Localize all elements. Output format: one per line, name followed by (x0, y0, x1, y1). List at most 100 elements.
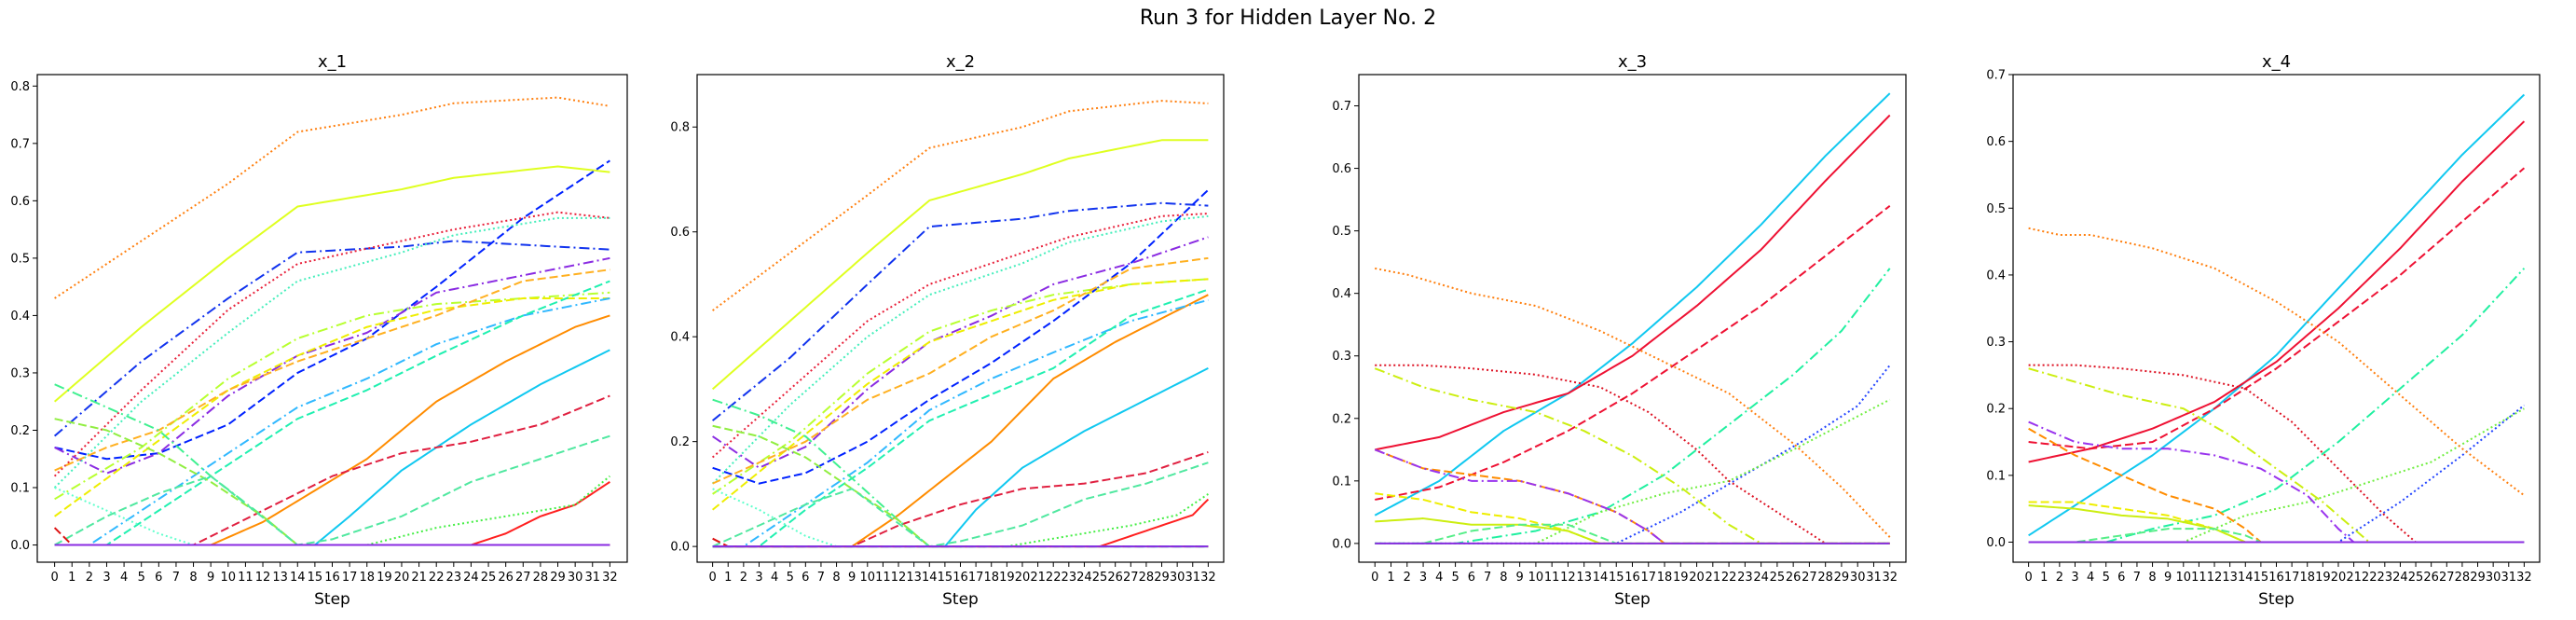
x-tick-label: 30 (2486, 571, 2501, 585)
y-tick-label: 0.5 (1986, 202, 2006, 216)
y-tick-label: 0.2 (670, 435, 690, 449)
x-tick-label: 23 (1062, 571, 1077, 585)
x-tick-label: 9 (1516, 571, 1524, 585)
x-tick-label: 3 (103, 571, 110, 585)
x-tick-label: 15 (1609, 571, 1624, 585)
x-axis-label: Step (942, 590, 979, 609)
y-tick-label: 0.2 (1332, 412, 1351, 426)
y-tick-label: 0.6 (10, 195, 30, 209)
series-line-6 (53, 216, 610, 489)
series-line-3 (2028, 167, 2526, 450)
x-tick-label: 25 (1092, 571, 1108, 585)
x-tick-label: 31 (2501, 571, 2516, 585)
x-tick-label: 16 (2268, 571, 2284, 585)
series-line-9 (2028, 367, 2525, 544)
x-tick-label: 28 (533, 571, 549, 585)
series-line-13 (54, 280, 610, 546)
x-tick-label: 27 (515, 571, 531, 585)
x-tick-label: 26 (498, 571, 514, 585)
x-tick-label: 15 (2254, 571, 2269, 585)
subplot-title: x_4 (2262, 52, 2291, 72)
x-tick-label: 11 (238, 571, 253, 585)
series-line-7 (712, 236, 1209, 469)
series-line-8 (54, 291, 610, 501)
subplot-3: x_30.00.10.20.30.40.50.60.70 1 2 3 4 5 6 7 8 9 10 1… (1332, 52, 1907, 609)
x-tick-label: 21 (2346, 571, 2362, 585)
series-line-7 (54, 256, 610, 475)
y-tick-label: 0.6 (1332, 162, 1351, 176)
y-tick-label: 0.5 (10, 252, 30, 266)
x-tick-label: 10 (860, 571, 876, 585)
series-line-2 (53, 165, 610, 403)
x-tick-label: 12 (1560, 571, 1576, 585)
x-tick-label: 4 (771, 571, 778, 585)
x-tick-label: 23 (446, 571, 462, 585)
series-line-4 (712, 188, 1210, 485)
series-line-9 (711, 278, 1209, 511)
x-tick-label: 7 (1484, 571, 1491, 585)
x-tick-label: 25 (2408, 571, 2424, 585)
y-tick-label: 0.0 (670, 541, 690, 555)
x-tick-label: 27 (1123, 571, 1139, 585)
x-tick-label: 20 (1689, 571, 1705, 585)
x-tick-label: 13 (906, 571, 922, 585)
series-line-5 (1375, 365, 1891, 544)
x-tick-label: 2 (86, 571, 93, 585)
x-tick-label: 6 (1468, 571, 1475, 585)
x-tick-label: 10 (221, 571, 237, 585)
axes-frame (36, 74, 628, 563)
series-line-2 (711, 139, 1209, 391)
y-tick-label: 0.1 (1986, 469, 2006, 483)
series-line-4 (2028, 268, 2526, 544)
x-tick-label: 29 (2470, 571, 2486, 585)
x-tick-label: 18 (359, 571, 375, 585)
subplot-2: x_20.00.20.40.60.80 1 2 3 4 5 6 7 8 9 10 11 12 13 14 15… (670, 52, 1225, 609)
x-axis-label: Step (1614, 590, 1651, 609)
x-tick-label: 22 (429, 571, 445, 585)
x-tick-label: 5 (138, 571, 145, 585)
series-line-1 (712, 100, 1209, 311)
subplot-title: x_1 (318, 52, 347, 72)
series-line-13 (712, 288, 1209, 548)
series-line-10 (712, 256, 1209, 485)
series-group (2028, 93, 2526, 544)
y-tick-label: 0.4 (1332, 287, 1351, 301)
x-tick-label: 6 (2117, 571, 2125, 585)
x-tick-label: 16 (324, 571, 340, 585)
x-tick-label: 18 (983, 571, 999, 585)
series-line-1 (1374, 92, 1891, 517)
series-line-16 (54, 383, 610, 546)
series-line-7 (2028, 227, 2525, 497)
x-tick-label: 8 (2148, 571, 2156, 585)
series-line-7 (1375, 267, 1891, 538)
y-tick-label: 0.3 (1332, 350, 1351, 364)
series-line-3 (53, 240, 610, 437)
x-tick-label: 17 (968, 571, 984, 585)
series-line-11 (712, 294, 1209, 548)
x-tick-label: 2 (740, 571, 747, 585)
y-tick-label: 0.3 (1986, 336, 2006, 350)
x-tick-label: 18 (1657, 571, 1673, 585)
series-line-14 (1375, 523, 1890, 544)
x-tick-label: 12 (891, 571, 907, 585)
x-tick-label: 5 (1451, 571, 1459, 585)
x-tick-label: 17 (342, 571, 358, 585)
x-tick-label: 2 (1404, 571, 1411, 585)
y-tick-label: 0.6 (1986, 135, 2006, 149)
series-line-22 (712, 537, 1209, 548)
subplot-1: x_10.00.10.20.30.40.50.60.70.80 1 2 3 4 5 6 7 8 9… (10, 52, 628, 609)
x-tick-label: 28 (2455, 571, 2471, 585)
series-line-2 (2028, 120, 2526, 463)
series-line-20 (712, 498, 1210, 548)
x-tick-label: 6 (802, 571, 809, 585)
axes-frame (696, 74, 1225, 563)
x-tick-label: 13 (1576, 571, 1592, 585)
y-tick-label: 0.6 (670, 226, 690, 240)
x-tick-label: 11 (2191, 571, 2207, 585)
series-line-6 (711, 214, 1209, 485)
series-line-15 (712, 450, 1209, 548)
x-tick-label: 4 (1435, 571, 1443, 585)
x-tick-label: 17 (1640, 571, 1656, 585)
x-tick-label: 0 (50, 571, 58, 585)
y-tick-label: 0.1 (10, 482, 30, 496)
